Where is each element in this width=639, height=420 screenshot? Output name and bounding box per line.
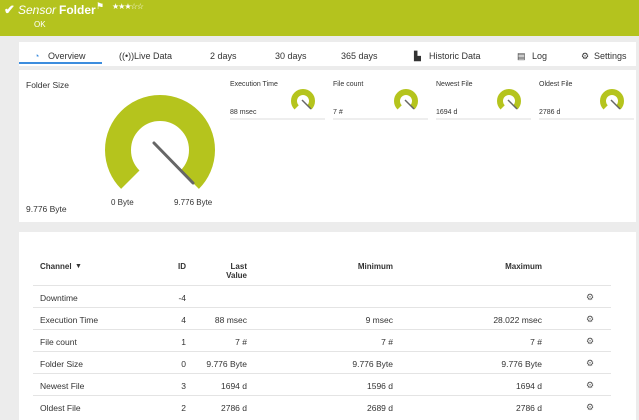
column-header[interactable]: Channel xyxy=(40,262,72,271)
small-gauge-value: 7 # xyxy=(333,109,343,116)
row-separator xyxy=(33,285,611,286)
tab-icon: ▙ xyxy=(414,51,421,61)
tab[interactable]: 30 days xyxy=(275,51,307,61)
row-separator xyxy=(33,395,611,396)
tab[interactable]: Overview xyxy=(48,51,86,61)
gauge-arc xyxy=(105,95,215,189)
sort-icon: ▼ xyxy=(75,263,82,270)
tab-icon: ◔ xyxy=(34,51,40,61)
row-action-icon[interactable]: ⚙ xyxy=(586,380,595,390)
status-check: ✔ xyxy=(4,2,15,17)
small-gauge-arc xyxy=(394,89,418,110)
cell: 1694 d xyxy=(516,381,542,391)
cell: 9.776 Byte xyxy=(206,359,247,369)
cell: 7 # xyxy=(381,337,393,347)
cell: 7 # xyxy=(530,337,542,347)
row-action-icon[interactable]: ⚙ xyxy=(586,292,595,302)
small-gauge-needle xyxy=(610,99,621,110)
cell: 1596 d xyxy=(367,381,393,391)
row-separator xyxy=(33,307,611,308)
small-gauge-value: 1694 d xyxy=(436,109,458,116)
tab-icon: ⚙ xyxy=(581,51,590,61)
sensor-name: Folder xyxy=(59,3,96,17)
small-gauge-needle xyxy=(507,99,518,110)
row-action-icon[interactable]: ⚙ xyxy=(586,402,595,412)
tab[interactable]: Log xyxy=(532,51,548,61)
cell: 2786 d xyxy=(221,403,247,413)
tab[interactable]: 365 days xyxy=(341,51,378,61)
tab-bar xyxy=(19,42,636,66)
cell: File count xyxy=(40,337,77,347)
cell: 0 xyxy=(181,359,186,369)
column-header[interactable]: Maximum xyxy=(505,262,542,271)
table-panel xyxy=(19,232,636,420)
cell: 3 xyxy=(181,381,186,391)
row-action-icon[interactable]: ⚙ xyxy=(586,314,595,324)
cell: 2 xyxy=(181,403,186,413)
small-gauge-needle xyxy=(301,99,312,110)
cell: Execution Time xyxy=(40,315,99,325)
cell: Folder Size xyxy=(40,359,83,369)
cell: 9.776 Byte xyxy=(501,359,542,369)
active-tab-underline xyxy=(19,62,102,64)
flag-icon[interactable]: ⚑ xyxy=(96,1,105,11)
cell: 4 xyxy=(181,315,186,325)
small-gauge-arc xyxy=(291,89,315,110)
cell: -4 xyxy=(178,293,186,303)
tab-icon: ▤ xyxy=(517,51,526,61)
small-gauge-title: Oldest File xyxy=(539,81,573,88)
small-gauge-title: Newest File xyxy=(436,81,473,88)
small-gauges xyxy=(230,89,634,120)
cell: 1 xyxy=(181,337,186,347)
tab[interactable]: Live Data xyxy=(134,51,173,61)
column-header[interactable]: Last Value xyxy=(226,262,247,280)
priority-stars[interactable]: ★★★☆☆ xyxy=(112,2,144,11)
cell: 9.776 Byte xyxy=(352,359,393,369)
cell: 9 msec xyxy=(365,315,393,325)
header-bar xyxy=(0,0,639,36)
row-separator xyxy=(33,351,611,352)
small-gauge-title: Execution Time xyxy=(230,81,278,88)
cell: 28.022 msec xyxy=(493,315,542,325)
gauge-max: 9.776 Byte xyxy=(174,198,213,207)
gauge-value: 9.776 Byte xyxy=(26,204,67,214)
small-gauge-arc xyxy=(497,89,521,110)
gauge-needle xyxy=(152,141,195,185)
column-header[interactable]: ID xyxy=(178,262,186,271)
small-gauge-arc xyxy=(600,89,624,110)
tab[interactable]: 2 days xyxy=(210,51,237,61)
cell: 88 msec xyxy=(214,315,247,325)
row-separator xyxy=(33,373,611,374)
status-text: OK xyxy=(34,20,46,29)
column-header[interactable]: Minimum xyxy=(357,262,393,271)
tab-icon: ((•)) xyxy=(119,51,135,61)
cell: 7 # xyxy=(235,337,247,347)
row-action-icon[interactable]: ⚙ xyxy=(586,336,595,346)
sensor-prefix: Sensor xyxy=(18,3,57,17)
small-gauge-value: 2786 d xyxy=(539,109,561,116)
cell: 2786 d xyxy=(516,403,542,413)
cell: 1694 d xyxy=(221,381,247,391)
small-gauge-value: 88 msec xyxy=(230,109,257,116)
gauge-title: Folder Size xyxy=(26,80,69,90)
row-action-icon[interactable]: ⚙ xyxy=(586,358,595,368)
small-gauge-title: File count xyxy=(333,81,364,88)
cell: Downtime xyxy=(40,293,78,303)
small-gauge-needle xyxy=(404,99,415,110)
cell: Oldest File xyxy=(40,403,81,413)
cell: 2689 d xyxy=(367,403,393,413)
row-separator xyxy=(33,329,611,330)
gauges xyxy=(105,89,634,189)
tab[interactable]: Historic Data xyxy=(429,51,481,61)
gauge-min: 0 Byte xyxy=(111,198,134,207)
tab[interactable]: Settings xyxy=(594,51,627,61)
cell: Newest File xyxy=(40,381,85,391)
